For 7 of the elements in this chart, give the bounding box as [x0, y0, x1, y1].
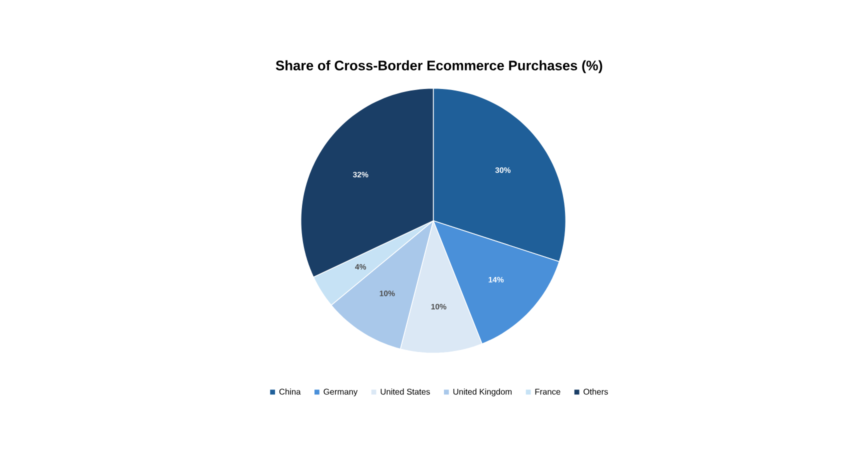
legend-label: France — [535, 388, 560, 395]
legend-label: United Kingdom — [453, 388, 512, 396]
legend-label: Germany — [324, 388, 358, 396]
legend-label: China — [279, 388, 301, 395]
legend-label: Others — [584, 388, 608, 395]
chart-title: Share of Cross-Border Ecommerce Purchases (%) — [276, 60, 602, 74]
legend-label: United States — [380, 388, 430, 395]
